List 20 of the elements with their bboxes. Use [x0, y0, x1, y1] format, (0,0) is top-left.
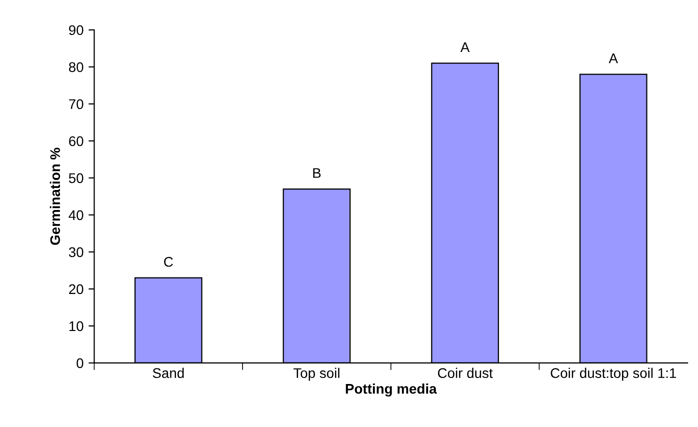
- y-tick-label: 20: [69, 284, 84, 294]
- annotation: A: [460, 42, 470, 52]
- y-tick-label: 50: [68, 173, 84, 184]
- y-tick-label: 90: [69, 25, 84, 36]
- y-tick-label: 30: [68, 247, 84, 258]
- x-tick-label: Coir dust:top soil 1:1: [550, 368, 676, 381]
- annotation: C: [164, 256, 173, 267]
- y-tick-label: 60: [69, 136, 84, 146]
- y-axis-title: Germination %: [50, 148, 60, 245]
- annotation: B: [313, 168, 321, 178]
- x-tick-label: Sand: [152, 368, 184, 378]
- y-tick-label: 80: [68, 62, 84, 72]
- y-tick-label: 10: [69, 321, 84, 332]
- y-tick-label: 40: [68, 210, 84, 220]
- x-tick-label: Coir dust: [438, 368, 493, 378]
- y-tick-label: 70: [69, 99, 84, 110]
- x-tick-label: Top soil: [293, 368, 340, 381]
- y-tick-label: 0: [76, 358, 84, 368]
- annotation: A: [608, 54, 618, 64]
- x-axis-title: Potting media: [346, 384, 437, 397]
